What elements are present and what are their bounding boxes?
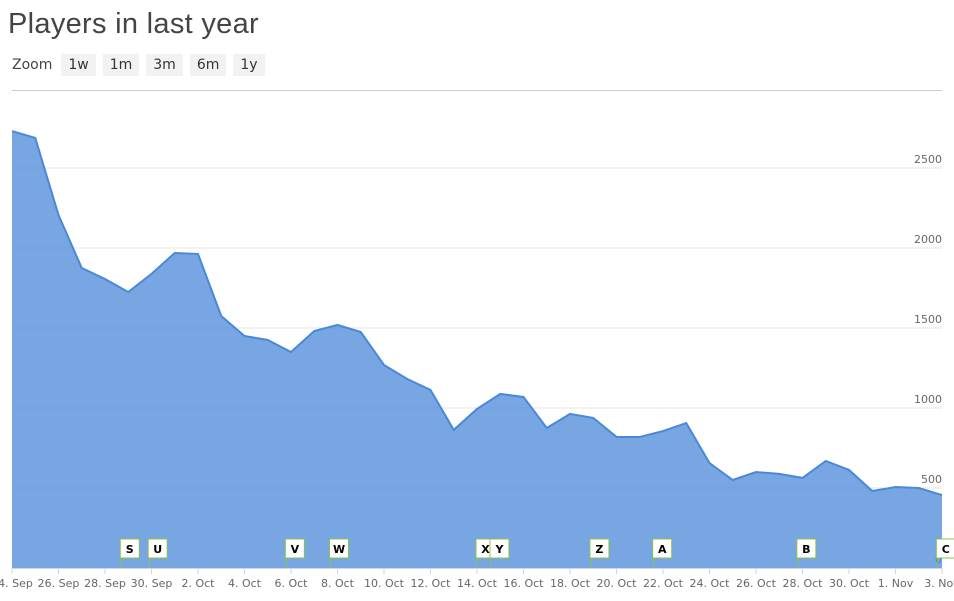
x-tick-label: 22. Oct (643, 577, 684, 590)
x-tick-label: 3. Nov (924, 577, 954, 590)
flag-box (796, 538, 817, 559)
y-tick-label: 500 (921, 473, 942, 486)
x-tick-label: 2. Oct (181, 577, 215, 590)
flag: W (329, 538, 350, 568)
area-fill (12, 131, 942, 569)
flag-label: A (658, 543, 667, 556)
x-tick-label: 14. Oct (457, 577, 498, 590)
flag-label: V (291, 543, 300, 556)
flag: A (652, 538, 673, 568)
flag: Y (489, 538, 510, 568)
flag-box (119, 538, 140, 559)
x-tick-label: 28. Oct (782, 577, 823, 590)
range-button[interactable]: 6m (189, 54, 227, 76)
flag-box (589, 538, 610, 559)
flag-label: Y (494, 543, 504, 556)
y-tick-label: 1500 (914, 313, 942, 326)
zoom-bar: Zoom 1w 1m 3m 6m 1y (12, 54, 265, 76)
flag: V (284, 538, 305, 568)
flag-box (329, 538, 350, 559)
flag-label: C (942, 543, 950, 556)
area-line (11, 130, 943, 496)
chart-title: Players in last year (8, 8, 259, 40)
x-tick-label: 6. Oct (274, 577, 308, 590)
x-tick-label: 16. Oct (503, 577, 544, 590)
y-tick-label: 1000 (914, 393, 942, 406)
range-button[interactable]: 1y (233, 54, 265, 76)
range-button[interactable]: 1w (61, 54, 96, 76)
y-tick-label: 2500 (914, 153, 942, 166)
x-tick-label: 24. Sep (0, 577, 33, 590)
y-tick-label: 2000 (914, 233, 942, 246)
flag-label: W (333, 543, 345, 556)
flag: C (935, 538, 954, 568)
range-button[interactable]: 1m (102, 54, 140, 76)
flag: S (119, 538, 140, 568)
x-tick-label: 12. Oct (410, 577, 451, 590)
x-tick-label: 18. Oct (550, 577, 591, 590)
flag-box (489, 538, 510, 559)
x-tick-label: 26. Oct (736, 577, 777, 590)
flag-label: Z (595, 543, 603, 556)
flag: U (147, 538, 168, 568)
x-tick-label: 24. Oct (689, 577, 730, 590)
x-tick-label: 28. Sep (84, 577, 126, 590)
flag-label: B (802, 543, 810, 556)
flag-box (147, 538, 168, 559)
flag-label: U (153, 543, 162, 556)
x-tick-label: 4. Oct (228, 577, 262, 590)
x-tick-label: 10. Oct (364, 577, 405, 590)
flag: B (796, 538, 817, 568)
flag-box (935, 538, 954, 559)
x-tick-label: 1. Nov (878, 577, 914, 590)
flag-box (652, 538, 673, 559)
flag-label: S (126, 543, 134, 556)
range-button[interactable]: 3m (146, 54, 183, 76)
x-tick-label: 30. Oct (829, 577, 870, 590)
zoom-label: Zoom (12, 57, 53, 73)
x-tick-label: 8. Oct (321, 577, 355, 590)
x-tick-label: 26. Sep (38, 577, 80, 590)
x-tick-label: 30. Sep (131, 577, 173, 590)
flag-label: X (481, 543, 490, 556)
flag-box (284, 538, 305, 559)
x-tick-label: 20. Oct (596, 577, 637, 590)
flag: Z (589, 538, 610, 568)
